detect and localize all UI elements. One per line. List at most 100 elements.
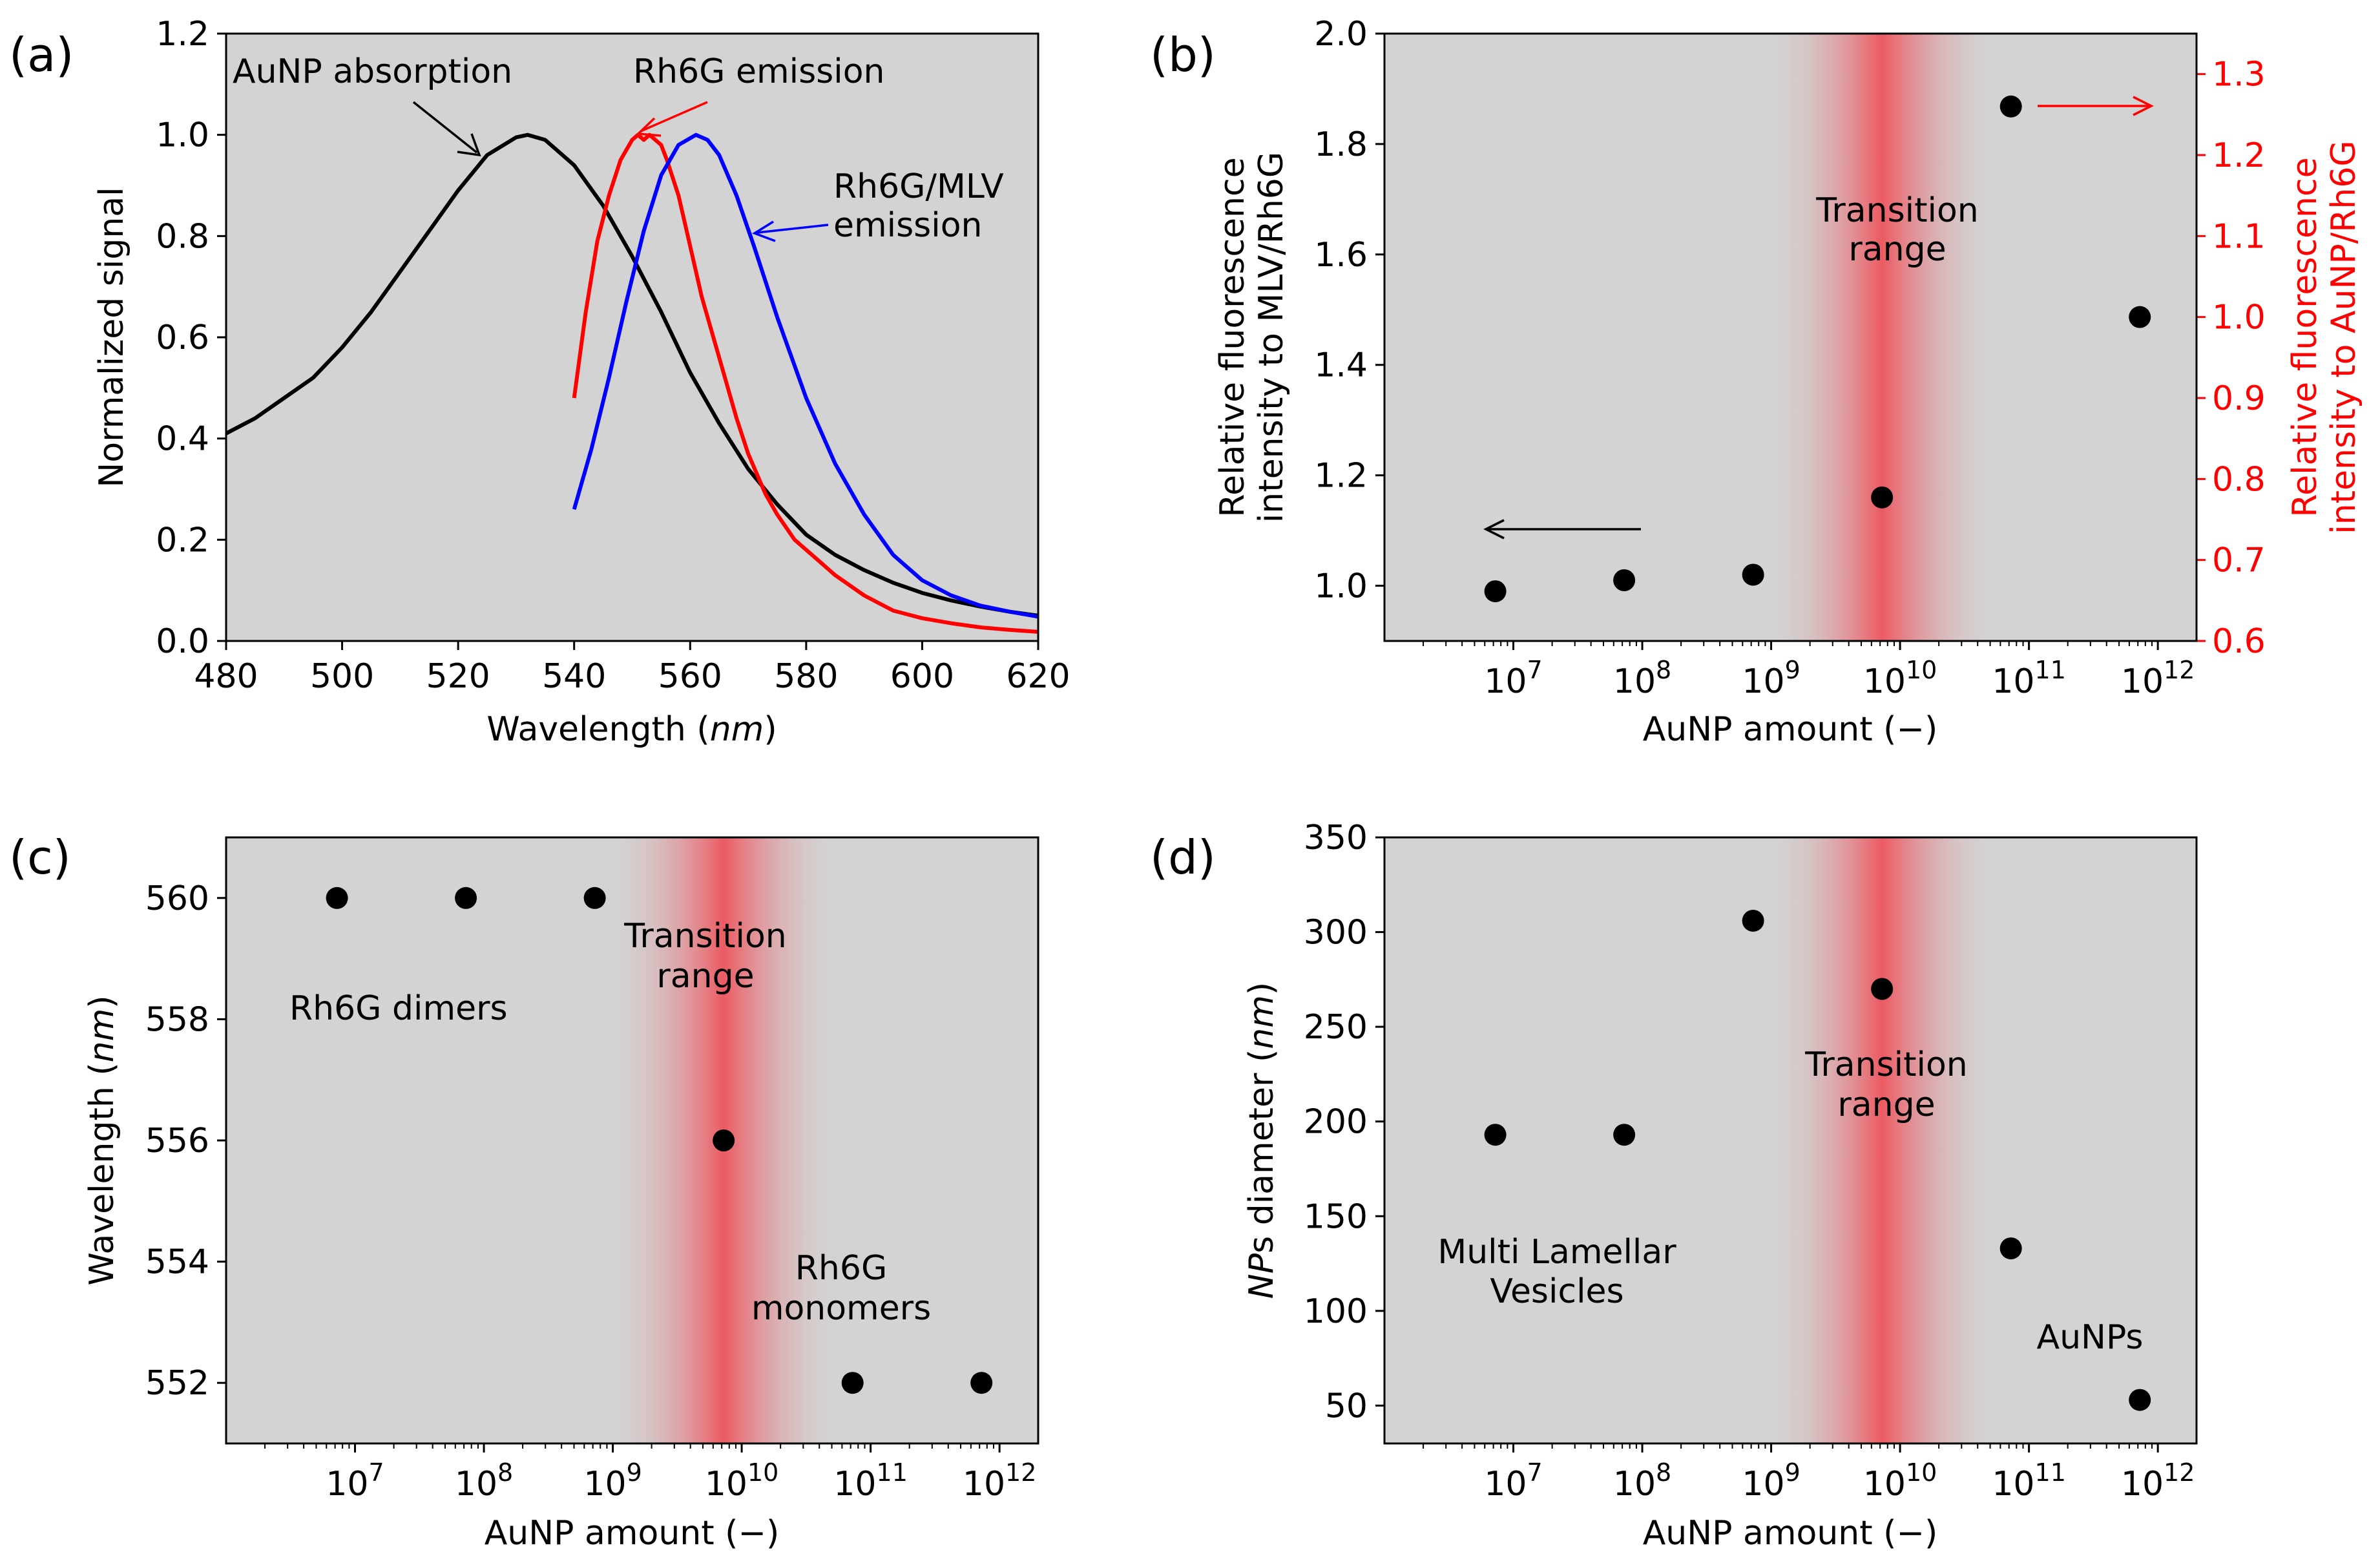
y-tick-label: 560 <box>145 879 209 918</box>
panel-d-label: (d) <box>1150 830 1216 885</box>
x-tick-label: 540 <box>542 657 606 696</box>
arrow-aunp-absorption <box>412 101 478 154</box>
data-point <box>326 886 348 909</box>
annot-rh6g-mlv-emission: Rh6G/MLV <box>833 167 1004 206</box>
data-point <box>1742 909 1764 932</box>
data-point <box>1742 563 1764 586</box>
y-tick-label: 1.4 <box>1314 346 1368 385</box>
panel-b-transition-label: Transition <box>1815 191 1978 230</box>
panel-d: (d) 107 108 109 1010 1011 1012 50 100 150 200 250 3… <box>1150 819 2198 1553</box>
panel-d-points <box>1484 909 2151 1411</box>
data-point <box>970 1372 993 1394</box>
y-tick-label: 1.2 <box>156 15 209 54</box>
annot-c-transition: Transition <box>623 917 786 956</box>
y-right-tick-label: 0.8 <box>2212 460 2266 499</box>
annot-rh6g-monomers: Rh6G <box>795 1249 887 1288</box>
x-tick-label: 109 <box>583 1458 642 1504</box>
panel-b: (b) 107 108 109 1010 1011 1012 1.0 1.2 1.4 1.6 1.8… <box>1150 15 2363 749</box>
panel-d-ylabel: NPs diameter (nm) <box>1242 982 1281 1299</box>
x-tick-label: 109 <box>1742 656 1800 701</box>
panel-a-label: (a) <box>9 28 74 82</box>
panel-b-frame <box>1383 32 2198 642</box>
x-tick-label: 1011 <box>833 1458 908 1504</box>
panel-b-transition-band <box>1764 34 2000 641</box>
panel-a-series <box>225 132 1039 634</box>
data-point <box>1484 1124 1507 1146</box>
series-line-0 <box>225 132 1039 618</box>
annot-rh6g-mlv-emission-2: emission <box>833 206 983 245</box>
data-point <box>455 886 477 909</box>
y-tick-label: 1.0 <box>1314 567 1368 606</box>
x-tick-label: 1012 <box>963 1458 1037 1504</box>
annot-multi-lamellar: Multi Lamellar <box>1437 1233 1676 1272</box>
panel-c: (c) 107 108 109 1010 1011 1012 552 554 556 558 560… <box>9 830 1039 1553</box>
data-point <box>1999 1237 2022 1260</box>
x-tick-label: 107 <box>326 1458 384 1504</box>
x-tick-label: 580 <box>774 657 838 696</box>
panel-a-xlabel: Wavelength (nm) <box>486 710 777 749</box>
panel-b-ylabel-right-line1: Relative fluorescence <box>2286 157 2324 517</box>
panel-b-xlabel: AuNP amount (−) <box>1643 710 1938 749</box>
panel-a: (a) 480 500 520 540 560 580 600 620 0.0 0.2 0.4 0.6… <box>9 15 1070 749</box>
y-tick-label: 200 <box>1304 1103 1368 1142</box>
panel-c-ticks: 107 108 109 1010 1011 1012 552 554 556 558 560 <box>145 879 1037 1504</box>
panel-c-points <box>326 886 993 1394</box>
annot-aunp-absorption: AuNP absorption <box>233 52 512 91</box>
arrow-rh6g-emission <box>640 101 708 132</box>
x-tick-label: 500 <box>310 657 374 696</box>
data-point <box>2129 1389 2151 1411</box>
y-tick-label: 1.8 <box>1314 125 1368 164</box>
series-line-2 <box>572 132 1039 619</box>
panel-c-label: (c) <box>9 830 71 885</box>
arrow-right-axis-head <box>2133 96 2154 116</box>
panel-b-points <box>1484 95 2151 603</box>
y-tick-label: 1.2 <box>1314 457 1368 496</box>
x-tick-label: 1011 <box>1992 1458 2066 1504</box>
arrow-aunp-absorption-head <box>457 133 481 157</box>
y-tick-label: 552 <box>145 1364 209 1403</box>
y-tick-label: 558 <box>145 1000 209 1039</box>
panel-d-xlabel: AuNP amount (−) <box>1643 1514 1938 1553</box>
panel-a-ylabel: Normalized signal <box>92 187 131 487</box>
x-tick-label: 1010 <box>1863 656 1937 701</box>
y-tick-label: 0.8 <box>156 217 209 256</box>
y-tick-label: 0.4 <box>156 420 209 459</box>
x-tick-label: 109 <box>1742 1458 1800 1504</box>
y-tick-label: 554 <box>145 1243 209 1282</box>
data-point <box>2129 306 2151 328</box>
annot-aunps: AuNPs <box>2037 1318 2144 1357</box>
panel-d-transition-band <box>1764 837 2000 1443</box>
panel-a-frame <box>225 32 1039 642</box>
x-tick-label: 1010 <box>705 1458 779 1504</box>
arrow-rh6g-mlv-head <box>752 220 776 242</box>
data-point <box>1871 978 1894 1000</box>
y-tick-label: 100 <box>1304 1292 1368 1331</box>
data-point <box>1484 580 1507 603</box>
x-tick-label: 620 <box>1006 657 1070 696</box>
x-tick-label: 108 <box>1613 656 1671 701</box>
x-tick-label: 520 <box>426 657 490 696</box>
y-right-tick-label: 0.6 <box>2212 622 2266 661</box>
series-line-1 <box>572 132 1039 634</box>
x-tick-label: 108 <box>455 1458 513 1504</box>
arrow-rh6g-emission-head <box>636 117 662 137</box>
panel-c-xlabel: AuNP amount (−) <box>485 1514 780 1553</box>
x-tick-label: 480 <box>194 657 258 696</box>
data-point <box>1871 486 1894 509</box>
y-tick-label: 300 <box>1304 914 1368 952</box>
data-point <box>1999 95 2022 118</box>
data-point <box>841 1372 864 1394</box>
annot-rh6g-dimers: Rh6G dimers <box>289 989 508 1028</box>
y-tick-label: 50 <box>1325 1387 1368 1425</box>
y-right-tick-label: 1.3 <box>2212 56 2266 94</box>
annot-d-transition-2: range <box>1837 1086 1935 1124</box>
y-right-tick-label: 1.0 <box>2212 299 2266 337</box>
panel-b-ylabel-right-line2: intensity to AuNP/Rh6G <box>2324 140 2363 534</box>
y-tick-label: 1.0 <box>156 116 209 155</box>
y-right-tick-label: 0.7 <box>2212 541 2266 580</box>
data-point <box>1613 569 1636 591</box>
x-tick-label: 108 <box>1613 1458 1671 1504</box>
x-tick-label: 107 <box>1484 656 1542 701</box>
annot-rh6g-monomers-2: monomers <box>751 1289 931 1328</box>
